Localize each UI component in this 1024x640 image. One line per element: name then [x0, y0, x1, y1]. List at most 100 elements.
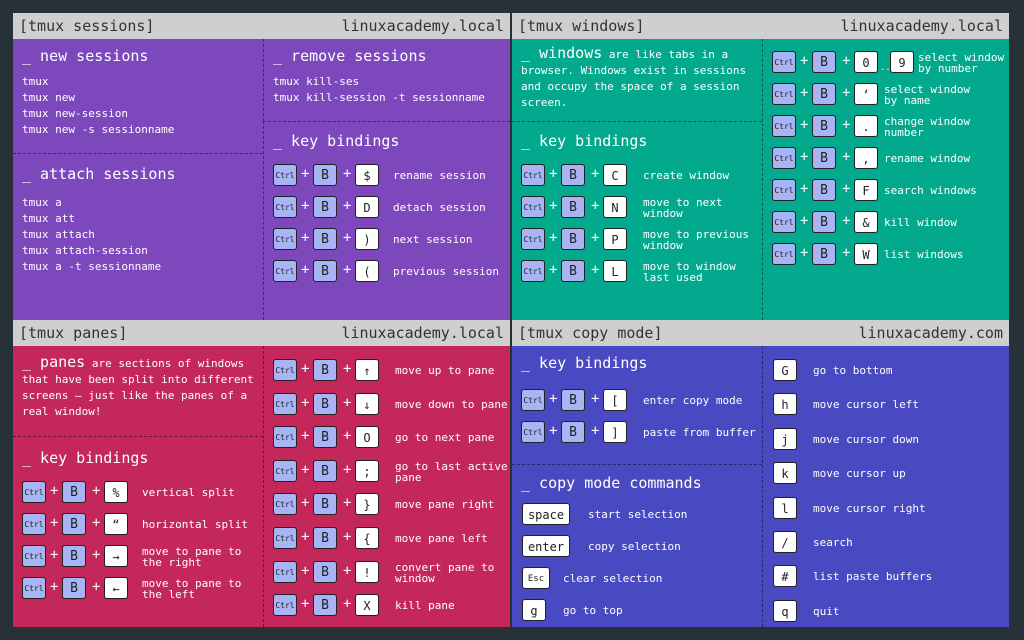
binding-description: move pane left — [395, 532, 488, 545]
remove-sessions-section: _ remove sessions tmux kill-ses tmux kill… — [263, 39, 510, 121]
b-key: B — [313, 527, 337, 549]
plus-sign: + — [591, 230, 600, 246]
binding-key: [ — [603, 389, 627, 411]
new-session-command: tmux new -s sessionname — [22, 123, 175, 136]
ctrl-key: Ctrl — [22, 513, 46, 535]
b-key: B — [812, 51, 836, 73]
binding-description: select window — [884, 83, 971, 96]
plus-sign: + — [591, 262, 600, 278]
binding-key: ↑ — [355, 359, 379, 381]
remove-session-command: tmux kill-ses — [273, 75, 360, 88]
binding-key-start: 0 — [854, 51, 878, 73]
binding-description: rename window — [884, 152, 971, 165]
copy-key-binding: Ctrl + B +] paste from buffer — [521, 421, 783, 445]
pane-key-binding: Ctrl + B + → move to pane to the right — [22, 545, 282, 569]
attach-session-command: tmux a -t sessionname — [22, 260, 162, 273]
binding-key: “ — [104, 513, 128, 535]
b-key: B — [313, 594, 337, 617]
command-key: # — [773, 565, 797, 588]
command-key: Esc — [522, 567, 550, 589]
plus-sign: + — [92, 515, 101, 531]
pane-key-binding: Ctrl + B +; go to last active pane — [273, 459, 535, 484]
copy-mode-command: j move cursor down — [773, 427, 953, 452]
panes-panel: [tmux panes] linuxacademy.local _ panes … — [13, 320, 510, 627]
copy-mode-body: _ key bindings Ctrl + B +[enter copy mode Ct… — [512, 346, 1009, 627]
binding-description: detach session — [393, 201, 486, 214]
panes-body: _ panes are sections of windows that hav… — [13, 346, 510, 627]
command-description: start selection — [588, 508, 688, 521]
binding-description: move to next — [643, 196, 723, 209]
b-key: B — [313, 426, 337, 449]
ctrl-key: Ctrl — [772, 243, 796, 265]
plus-sign: + — [842, 117, 851, 133]
binding-description: kill pane — [395, 599, 455, 613]
binding-key: ← — [104, 577, 128, 599]
plus-sign: + — [842, 149, 851, 165]
binding-key: & — [854, 211, 878, 233]
ctrl-key: Ctrl — [772, 115, 796, 137]
ctrl-key: Ctrl — [521, 228, 545, 250]
ctrl-key: Ctrl — [521, 196, 545, 218]
copy-mode-panel: [tmux copy mode] linuxacademy.com _ key … — [512, 320, 1009, 627]
binding-description: move down to pane — [395, 397, 508, 411]
plus-sign: + — [343, 428, 352, 445]
session-key-binding: Ctrl + B + $ rename session — [273, 164, 533, 188]
sessions-body: _ new sessions tmux tmux new tmux new-sess… — [13, 39, 510, 320]
plus-sign: + — [50, 483, 59, 499]
copy-mode-header-title: [tmux copy mode] — [518, 324, 663, 342]
binding-key: { — [355, 527, 379, 549]
b-key: B — [561, 389, 585, 411]
pane-key-binding: Ctrl + B + “horizontal split — [22, 513, 282, 537]
plus-sign: + — [549, 262, 558, 278]
plus-sign: + — [800, 245, 809, 261]
plus-sign: + — [343, 529, 352, 545]
binding-description: move to window — [643, 260, 736, 273]
command-description: go to bottom — [813, 364, 893, 377]
b-key: B — [313, 560, 337, 583]
windows-header: [tmux windows] linuxacademy.local — [512, 13, 1009, 39]
binding-description: move to pane to — [142, 577, 242, 590]
windows-header-domain: linuxacademy.local — [840, 17, 1003, 35]
binding-description: move pane right — [395, 498, 495, 512]
binding-key: % — [104, 481, 128, 503]
binding-description: move to pane to — [142, 545, 242, 558]
copy-mode-command: space start selection — [522, 503, 703, 527]
session-key-binding: Ctrl + B +) next session — [273, 228, 533, 252]
command-description: move cursor down — [813, 432, 919, 446]
binding-key: N — [603, 196, 627, 218]
ctrl-key: Ctrl — [273, 359, 297, 381]
b-key: B — [812, 243, 836, 265]
binding-description: number — [884, 126, 924, 139]
plus-sign: + — [842, 53, 851, 69]
binding-description: rename session — [393, 169, 486, 182]
plus-sign: + — [301, 394, 310, 411]
ctrl-key: Ctrl — [22, 545, 46, 567]
b-key: B — [313, 260, 337, 282]
b-key: B — [313, 392, 337, 415]
binding-key: C — [603, 164, 627, 186]
pane-key-binding: Ctrl + B +{move pane left — [273, 527, 535, 551]
copy-mode-command: enter copy selection — [522, 535, 703, 559]
session-key-bindings-title: _ key bindings — [273, 132, 400, 150]
binding-key: . — [854, 115, 878, 137]
plus-sign: + — [343, 361, 352, 377]
plus-sign: + — [92, 579, 101, 595]
binding-key: ; — [355, 459, 379, 482]
plus-sign: + — [301, 166, 310, 182]
pane-key-binding: Ctrl + B +} move pane right — [273, 493, 535, 517]
copy-mode-command: h move cursor left — [773, 393, 953, 417]
window-key-binding: Ctrl + B + ‘select window by name — [772, 83, 1024, 107]
copy-mode-commands-section: _ copy mode commands space start selectio… — [512, 464, 762, 627]
command-description: go to top — [563, 604, 623, 617]
binding-key: ‘ — [854, 83, 878, 105]
ctrl-key: Ctrl — [521, 421, 545, 443]
plus-sign: + — [800, 117, 809, 133]
copy-mode-header: [tmux copy mode] linuxacademy.com — [512, 320, 1009, 346]
binding-key: X — [355, 594, 379, 617]
